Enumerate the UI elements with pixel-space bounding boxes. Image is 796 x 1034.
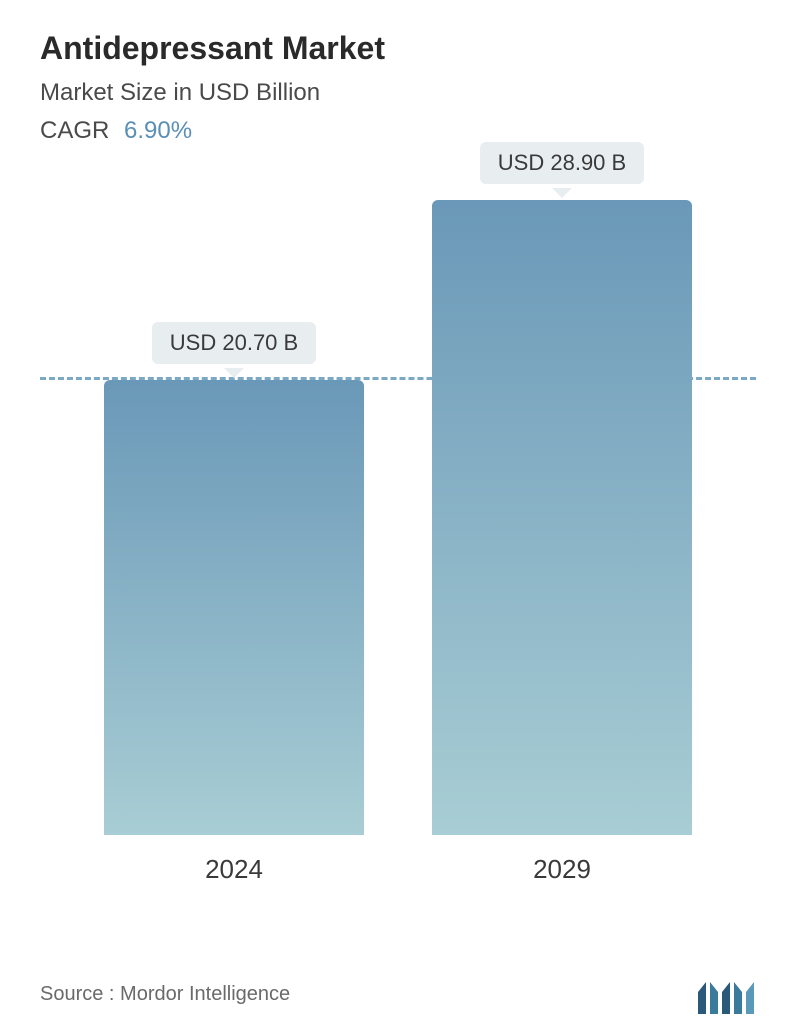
source-label: Source : [40, 983, 114, 1005]
mordor-logo-icon [696, 974, 756, 1014]
source-name: Mordor Intelligence [120, 983, 290, 1005]
bar-group: USD 20.70 B [104, 322, 364, 835]
source-text: Source : Mordor Intelligence [40, 983, 290, 1006]
chart-title: Antidepressant Market [40, 30, 756, 67]
bar [104, 380, 364, 835]
x-axis-labels: 2024 2029 [40, 854, 756, 885]
x-axis-label: 2029 [432, 854, 692, 885]
chart-subtitle: Market Size in USD Billion [40, 79, 756, 107]
bars-container: USD 20.70 BUSD 28.90 B [40, 185, 756, 835]
cagr-row: CAGR 6.90% [40, 117, 756, 145]
bar [432, 200, 692, 835]
badge-pointer-icon [552, 188, 572, 198]
bar-group: USD 28.90 B [432, 142, 692, 835]
cagr-value: 6.90% [124, 117, 192, 144]
cagr-label: CAGR [40, 117, 109, 144]
badge-pointer-icon [224, 368, 244, 378]
chart-area: USD 20.70 BUSD 28.90 B 2024 2029 [40, 185, 756, 885]
bar-value-badge: USD 28.90 B [480, 142, 644, 184]
x-axis-label: 2024 [104, 854, 364, 885]
bar-value-badge: USD 20.70 B [152, 322, 316, 364]
footer: Source : Mordor Intelligence [40, 974, 756, 1014]
